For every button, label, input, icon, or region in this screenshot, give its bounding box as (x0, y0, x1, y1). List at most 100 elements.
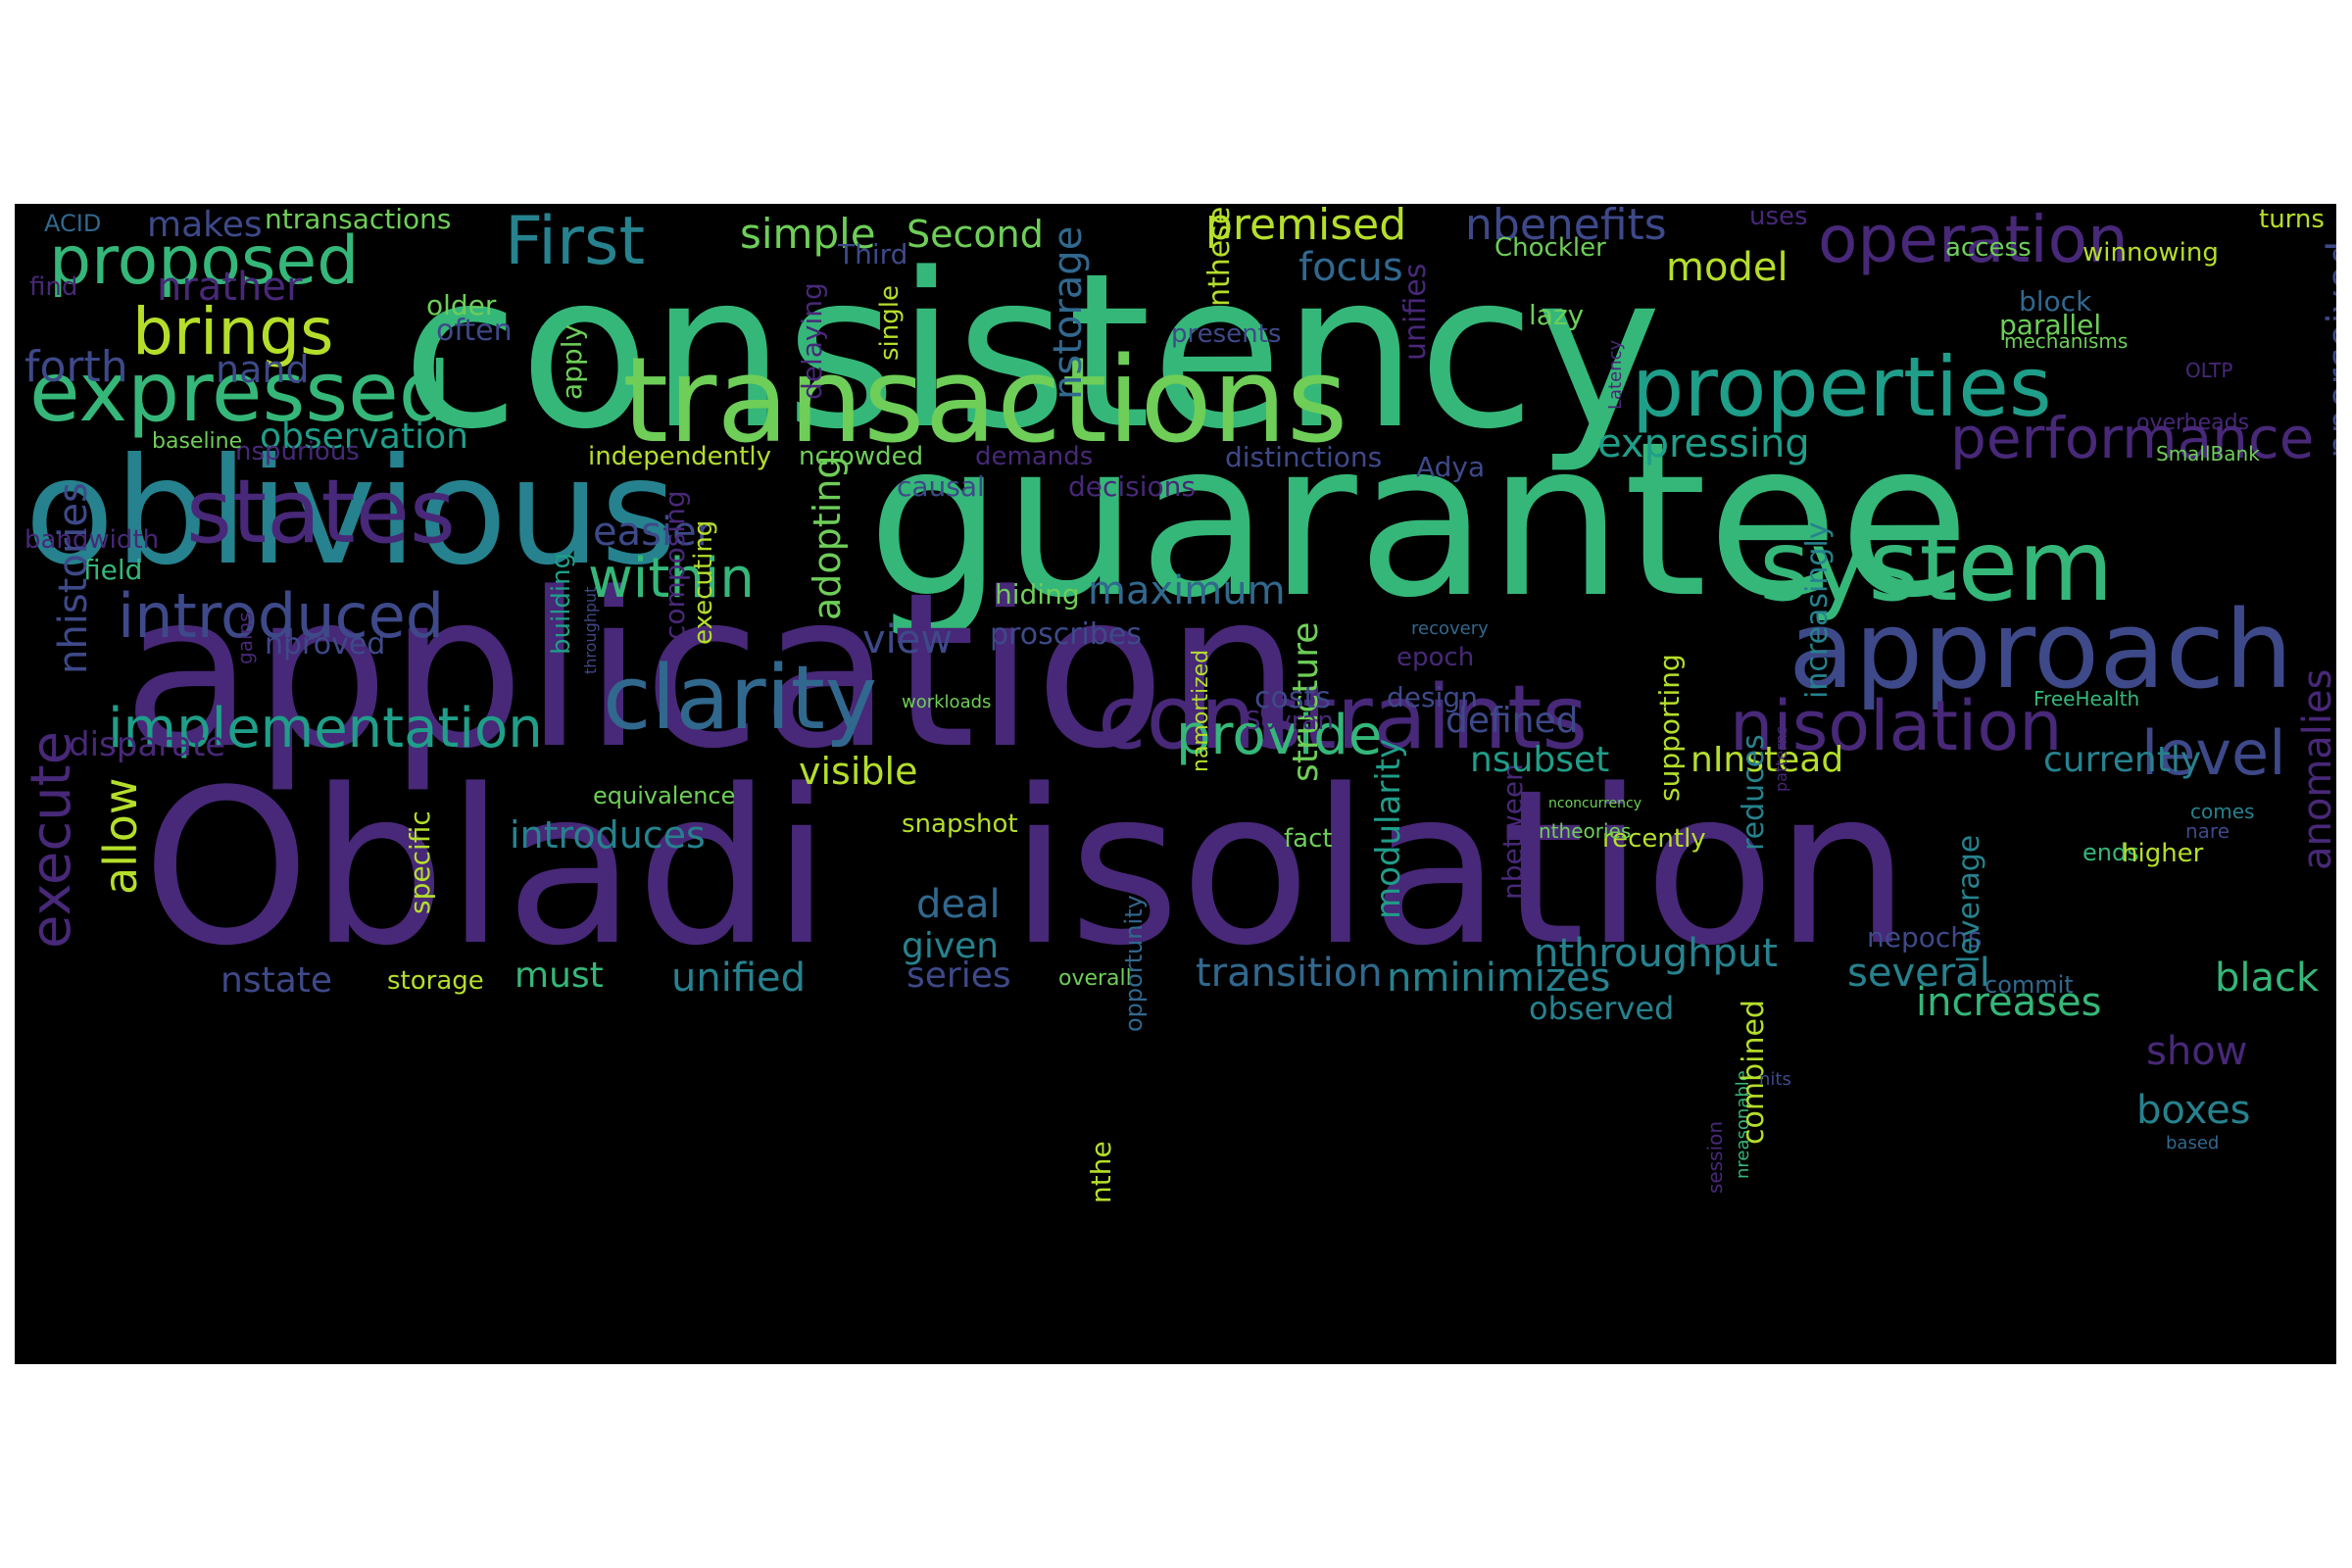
cloud-word: nperceived (2320, 240, 2336, 459)
cloud-word: clarity (603, 647, 878, 750)
cloud-word: nrather (157, 265, 303, 310)
cloud-word: executing (689, 519, 718, 645)
cloud-word: apply (556, 323, 588, 400)
cloud-word: brings (132, 294, 334, 369)
cloud-word: transition (1196, 951, 1383, 996)
cloud-word: proscribes (990, 617, 1142, 652)
cloud-word: introduces (510, 813, 706, 857)
cloud-word: Obladi (142, 745, 832, 993)
cloud-word: fact (1284, 824, 1333, 854)
cloud-word: adopting (806, 455, 849, 620)
cloud-word: Latency (1605, 339, 1626, 410)
cloud-word: turns (2259, 205, 2325, 234)
cloud-word: parallel (1999, 309, 2102, 341)
cloud-word: single (875, 285, 905, 361)
cloud-word: First (505, 204, 646, 280)
cloud-word: level (2141, 717, 2286, 789)
cloud-word: nstate (220, 960, 333, 1001)
cloud-word: based (2166, 1133, 2220, 1153)
cloud-word: presents (1171, 319, 1282, 349)
cloud-word: disparate (69, 725, 226, 764)
cloud-word: recently (1602, 824, 1706, 854)
cloud-word: throughput (581, 586, 600, 674)
cloud-word: SmallBank (2156, 442, 2260, 466)
cloud-word: namortized (1189, 649, 1213, 772)
cloud-word: block (2019, 285, 2092, 318)
cloud-word: premised (1205, 204, 1407, 250)
cloud-word: commit (1984, 971, 2074, 999)
cloud-word: delaying (796, 282, 828, 400)
cloud-word: nare (2185, 819, 2230, 843)
cloud-word: nisolation (1730, 686, 2063, 766)
cloud-word: design (1387, 681, 1478, 713)
cloud-word: workloads (902, 692, 992, 712)
cloud-word: expressed (29, 344, 452, 440)
cloud-word: FreeHealth (2034, 687, 2140, 710)
cloud-word: implementation (108, 697, 543, 760)
cloud-word: operation (1818, 204, 2129, 277)
cloud-word: observation (260, 416, 468, 457)
cloud-word: visible (799, 750, 918, 793)
cloud-word: provide (1176, 704, 1383, 767)
cloud-word: easier (593, 510, 713, 555)
cloud-word: Adya (1416, 451, 1486, 483)
cloud-word: ntransactions (265, 204, 452, 235)
cloud-word: view (862, 617, 954, 662)
cloud-word: lazy (1529, 299, 1585, 331)
cloud-word: proposed (49, 222, 360, 300)
cloud-word: access (1945, 233, 2032, 263)
cloud-word: nhistories (51, 482, 96, 674)
cloud-word: composing (659, 490, 691, 640)
cloud-word: overall (1058, 966, 1132, 991)
cloud-word: observed (1529, 990, 1675, 1027)
cloud-word: several (1847, 951, 1990, 996)
cloud-word: increases (1916, 980, 2102, 1025)
cloud-word: nthe (1085, 1141, 1117, 1203)
cloud-word: nbetween (1496, 763, 1529, 900)
cloud-word: Sovran (1245, 707, 1334, 736)
cloud-word: performance (1950, 405, 2315, 471)
cloud-word: snapshot (902, 809, 1018, 839)
cloud-word: nInstead (1690, 740, 1844, 780)
cloud-word: show (2146, 1029, 2248, 1074)
cloud-word: ncrowded (799, 442, 924, 471)
cloud-word: consistency (402, 228, 1662, 476)
cloud-word: higher (2122, 839, 2204, 868)
cloud-word: field (83, 554, 143, 586)
cloud-word: system (1759, 509, 2114, 623)
cloud-word: distinctions (1225, 441, 1383, 473)
cloud-word: within (588, 547, 755, 611)
cloud-word: transactions (622, 333, 1348, 469)
cloud-word: introduced (118, 580, 445, 652)
cloud-word: reduces (1737, 734, 1771, 851)
cloud-word: baseline (152, 429, 243, 454)
cloud-word: demands (975, 442, 1094, 471)
cloud-word: costs (1254, 681, 1331, 715)
cloud-word: nsubset (1470, 740, 1610, 780)
cloud-word: comes (2190, 800, 2255, 823)
cloud-word: nconcurrency (1548, 796, 1642, 811)
cloud-word: currently (2043, 740, 2202, 780)
cloud-word: allow (94, 777, 147, 895)
cloud-word: independently (588, 442, 771, 471)
cloud-word: recovery (1411, 618, 1489, 639)
cloud-word: states (186, 461, 456, 564)
cloud-word: hiding (995, 578, 1080, 611)
cloud-word: building (547, 552, 576, 655)
cloud-word: ntheories (1539, 819, 1632, 843)
cloud-word: forth (24, 342, 128, 392)
cloud-word: application (122, 548, 1301, 796)
cloud-word: anomalies (2295, 668, 2336, 871)
cloud-word: nstorage (1046, 225, 1091, 400)
cloud-word: properties (1632, 339, 2052, 435)
cloud-word: causal (897, 470, 985, 503)
cloud-word: unified (671, 956, 807, 1001)
cloud-word: defined (1446, 701, 1579, 741)
cloud-word: winnowing (2082, 238, 2219, 268)
cloud-word: nspurious (235, 437, 360, 466)
cloud-word: leverage (1952, 834, 1986, 963)
cloud-word: simple (740, 210, 876, 258)
cloud-word: must (514, 956, 604, 996)
cloud-word: boxes (2136, 1088, 2251, 1133)
cloud-word: given (902, 926, 1000, 966)
